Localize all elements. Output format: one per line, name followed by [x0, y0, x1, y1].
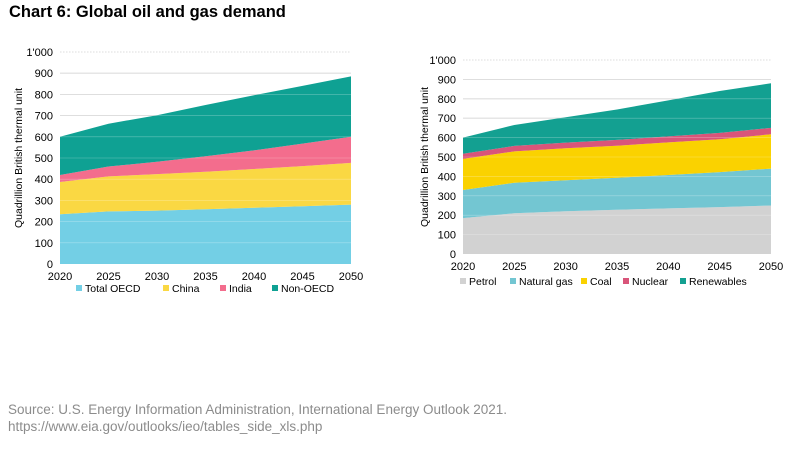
y-tick-label: 800	[35, 89, 53, 101]
legend-label: Nuclear	[632, 276, 669, 288]
x-tick-label: 2030	[145, 271, 169, 283]
x-axis-ticks: 2020 2025 2030 2035 2040 2045 2050	[451, 261, 783, 273]
area-coal	[463, 134, 771, 190]
x-tick-label: 2040	[656, 261, 680, 273]
legend-item-total-oecd: Total OECD	[76, 283, 141, 295]
y-tick-label: 900	[35, 68, 53, 80]
legend-item-coal: Coal	[581, 276, 612, 288]
legend-item-natural-gas: Natural gas	[510, 276, 573, 288]
legend-item-petrol: Petrol	[460, 276, 496, 288]
area-india	[60, 136, 351, 182]
legend-swatch	[510, 278, 516, 284]
y-tick-label: 1'000	[26, 47, 53, 59]
y-tick-label: 800	[438, 94, 456, 106]
source-note: Source: U.S. Energy Information Administ…	[8, 401, 507, 435]
area-china	[60, 162, 351, 215]
x-tick-label: 2050	[759, 261, 783, 273]
x-axis-ticks: 2020 2025 2030 2035 2040 2045 2050	[48, 271, 363, 283]
x-tick-label: 2035	[605, 261, 629, 273]
area-non-oecd	[60, 76, 351, 175]
legend-item-nuclear: Nuclear	[623, 276, 669, 288]
x-tick-label: 2030	[553, 261, 577, 273]
legend-item-renewables: Renewables	[680, 276, 747, 288]
source-line-1: Source: U.S. Energy Information Administ…	[8, 402, 508, 417]
gridlines-overlay	[60, 51, 351, 244]
y-tick-label: 300	[438, 191, 456, 203]
y-tick-label: 400	[438, 171, 456, 183]
area-nuclear	[463, 127, 771, 159]
area-petrol	[463, 205, 771, 254]
legend-label: Petrol	[469, 276, 496, 288]
legend-swatch	[623, 278, 629, 284]
y-tick-label: 900	[438, 74, 456, 86]
legend-swatch	[680, 278, 686, 284]
x-tick-label: 2045	[290, 271, 314, 283]
x-tick-label: 2020	[451, 261, 475, 273]
area-total-oecd	[60, 204, 351, 264]
legend-label: Coal	[590, 276, 612, 288]
x-tick-label: 2020	[48, 271, 72, 283]
legend-label: Non-OECD	[281, 283, 335, 295]
y-tick-label: 500	[438, 152, 456, 164]
x-tick-label: 2025	[96, 271, 120, 283]
y-tick-label: 100	[35, 238, 53, 250]
y-tick-label: 500	[35, 153, 53, 165]
y-tick-label: 300	[35, 195, 53, 207]
legend: Total OECD China India Non-OECD	[76, 283, 335, 295]
legend-swatch	[220, 285, 226, 291]
legend-swatch	[76, 285, 82, 291]
legend-swatch	[272, 285, 278, 291]
y-tick-label: 1'000	[429, 55, 456, 67]
y-axis-ticks: 0 100 200 300 400 500 600 700 800 900 1'000	[26, 47, 53, 271]
legend-label: India	[229, 283, 252, 295]
area-series	[463, 83, 771, 254]
y-tick-label: 700	[438, 113, 456, 125]
area-series	[60, 76, 351, 264]
x-tick-label: 2045	[707, 261, 731, 273]
x-tick-label: 2025	[502, 261, 526, 273]
y-tick-label: 200	[438, 210, 456, 222]
x-tick-label: 2050	[339, 271, 363, 283]
area-renewables	[463, 83, 771, 154]
y-tick-label: 600	[35, 132, 53, 144]
y-tick-label: 600	[438, 133, 456, 145]
page-title: Chart 6: Global oil and gas demand	[9, 3, 286, 21]
legend-label: Total OECD	[85, 283, 141, 295]
legend-swatch	[163, 285, 169, 291]
legend-label: Renewables	[689, 276, 747, 288]
y-axis-label: Quadrillion British thermal unit	[13, 88, 25, 228]
x-tick-label: 2040	[242, 271, 266, 283]
legend-item-non-oecd: Non-OECD	[272, 283, 335, 295]
y-axis-label: Quadrillion British thermal unit	[419, 87, 431, 227]
legend-item-india: India	[220, 283, 252, 295]
source-line-2: https://www.eia.gov/outlooks/ieo/tables_…	[8, 419, 323, 434]
y-axis-ticks: 0 100 200 300 400 500 600 700 800 900 1'000	[429, 55, 456, 261]
area-natural-gas	[463, 168, 771, 219]
legend-swatch	[581, 278, 587, 284]
y-tick-label: 700	[35, 111, 53, 123]
x-tick-label: 2035	[193, 271, 217, 283]
legend-label: Natural gas	[519, 276, 573, 288]
legend: Petrol Natural gas Coal Nuclear Renewables	[460, 276, 747, 288]
legend-item-china: China	[163, 283, 200, 295]
gridlines-overlay	[463, 59, 771, 235]
legend-swatch	[460, 278, 466, 284]
y-tick-label: 100	[438, 230, 456, 242]
y-tick-label: 0	[450, 249, 456, 261]
legend-label: China	[172, 283, 200, 295]
y-tick-label: 0	[47, 259, 53, 271]
y-tick-label: 400	[35, 174, 53, 186]
y-tick-label: 200	[35, 217, 53, 229]
